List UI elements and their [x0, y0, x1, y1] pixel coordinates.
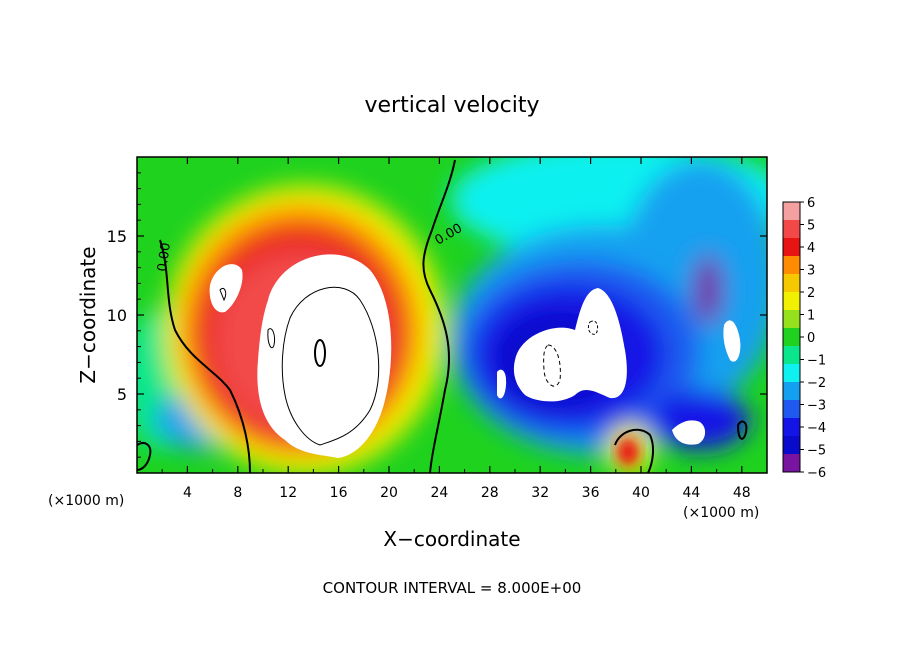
- colorbar-label: 3: [807, 264, 815, 279]
- colorbar-label: −6: [807, 466, 826, 481]
- x-tick-label: 48: [733, 485, 751, 501]
- colorbar-label: 5: [807, 219, 815, 234]
- contour-label-left: 0.00: [155, 242, 174, 273]
- colorbar-swatch: [783, 346, 800, 365]
- colorbar-swatch: [783, 202, 800, 221]
- y-tick-label: 10: [107, 306, 127, 325]
- x-tick-label: 40: [632, 485, 650, 501]
- x-axis-ticks: 4 8 12 16 20 24 28 32 36 40 44 48: [161, 157, 751, 501]
- x-tick-label: 36: [582, 485, 600, 501]
- colorbar-swatch: [783, 400, 800, 419]
- colorbar-swatch: [783, 454, 800, 473]
- x-tick-label: 44: [682, 485, 700, 501]
- colorbar-swatch: [783, 310, 800, 329]
- x-tick-label: 28: [481, 485, 499, 501]
- colorbar-swatch: [783, 256, 800, 275]
- colorbar-label: −4: [807, 421, 826, 436]
- chart-title: vertical velocity: [364, 93, 539, 118]
- y-axis-ticks: 5 10 15: [107, 172, 767, 458]
- y-tick-label: 5: [117, 385, 127, 404]
- colorbar-swatch: [783, 328, 800, 347]
- x-axis-label: X−coordinate: [383, 527, 520, 551]
- colorbar-swatch: [783, 220, 800, 239]
- colorbar-label: 6: [807, 196, 815, 211]
- colorbar-label: 4: [807, 241, 815, 256]
- colorbar-swatch: [783, 292, 800, 311]
- colorbar: 6 5 4 3 2 1 0 −1 −2 −3 −4 −5 −6: [782, 196, 826, 481]
- x-tick-label: 32: [531, 485, 549, 501]
- x-tick-label: 20: [380, 485, 398, 501]
- colorbar-swatch: [783, 274, 800, 293]
- colorbar-swatch: [783, 364, 800, 383]
- colorbar-label: 0: [807, 331, 815, 346]
- colorbar-swatch: [783, 382, 800, 401]
- colorbar-swatch: [783, 436, 800, 455]
- x-tick-label: 4: [183, 485, 192, 501]
- contour-interval-footer: CONTOUR INTERVAL = 8.000E+00: [323, 579, 582, 597]
- colorbar-label: −1: [807, 354, 826, 369]
- y-tick-label: 15: [107, 227, 127, 246]
- colorbar-label: 2: [807, 286, 815, 301]
- colorbar-label: 1: [807, 309, 815, 324]
- x-tick-label: 8: [233, 485, 242, 501]
- colorbar-label: −3: [807, 399, 826, 414]
- colorbar-swatch: [783, 238, 800, 257]
- x-tick-label: 16: [330, 485, 348, 501]
- y-unit-label: (×1000 m): [48, 493, 124, 509]
- y-axis-label: Z−coordinate: [76, 246, 100, 383]
- heatmap-field: [137, 157, 767, 473]
- colorbar-swatch: [783, 418, 800, 437]
- x-tick-label: 12: [279, 485, 297, 501]
- colorbar-label: −5: [807, 444, 826, 459]
- x-tick-label: 24: [430, 485, 448, 501]
- colorbar-label: −2: [807, 376, 826, 391]
- x-unit-label: (×1000 m): [683, 505, 759, 521]
